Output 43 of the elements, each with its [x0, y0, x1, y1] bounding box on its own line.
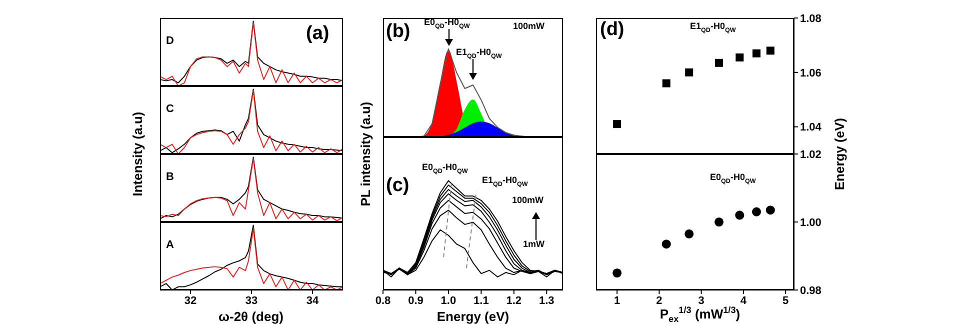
annotation: C [166, 103, 174, 115]
x-tick-label: 5 [782, 294, 789, 307]
x-tick-label: 33 [245, 294, 258, 307]
text: 100mW [513, 21, 545, 31]
annotation: B [166, 171, 174, 183]
y-tick-label: 1.02 [800, 148, 822, 161]
annotation: D [166, 35, 174, 47]
y-tick-label: 0.98 [800, 284, 822, 297]
x-tick-label: 1.0 [440, 294, 456, 307]
annotation: 100mW [512, 195, 544, 205]
annotation: E1$_{QD}$-H0$_{QW}$ [456, 47, 502, 60]
y-tick-label: 1.06 [800, 67, 822, 80]
x-tick-label: 4 [740, 294, 748, 307]
x-axis-title: P$_{ex}$$^{1/3}$ (mW$^{1/3}$) [658, 305, 742, 324]
x-tick-label: 34 [306, 294, 320, 307]
annotation: 1mW [523, 239, 545, 249]
y-tick-label: 1.04 [800, 122, 822, 134]
y-axis-title: Energy (eV) [832, 116, 848, 192]
y-axis-title: Intensity (a.u) [130, 110, 146, 198]
x-tick-label: 2 [656, 294, 662, 307]
y-axis-title: PL intensity (a.u) [358, 100, 374, 208]
annotation: (d) [600, 19, 624, 40]
x-tick-label: 1.2 [506, 294, 522, 307]
annotation: E0$_{QD}$-H0$_{QW}$ [710, 172, 756, 186]
x-tick-label: 1.3 [538, 294, 554, 307]
annotation: (a) [306, 23, 330, 44]
text: E0$_{QD}$-H0$_{QW}$ [424, 17, 470, 30]
y-tick-label: 1.08 [800, 12, 822, 25]
text: E0$_{QD}$-H0$_{QW}$ [422, 162, 468, 176]
x-axis-title: Energy (eV) [436, 309, 510, 324]
x-tick-label: 3 [698, 294, 704, 307]
annotation: E1$_{QD}$-H0$_{QW}$ [690, 21, 736, 34]
x-tick-label: 32 [184, 294, 197, 307]
text: (b) [386, 21, 410, 42]
x-tick-label: 0.8 [375, 294, 391, 307]
x-tick-label: 1 [614, 294, 620, 307]
y-tick-label: 1.00 [800, 216, 822, 229]
x-axis-title: ω-2θ (deg) [218, 309, 284, 324]
x-tick-label: 0.9 [408, 294, 424, 307]
annotation: A [166, 239, 174, 251]
annotation: (c) [386, 175, 410, 196]
annotation: E1$_{QD}$-H0$_{QW}$ [482, 175, 528, 188]
x-tick-label: 1.1 [474, 294, 489, 307]
